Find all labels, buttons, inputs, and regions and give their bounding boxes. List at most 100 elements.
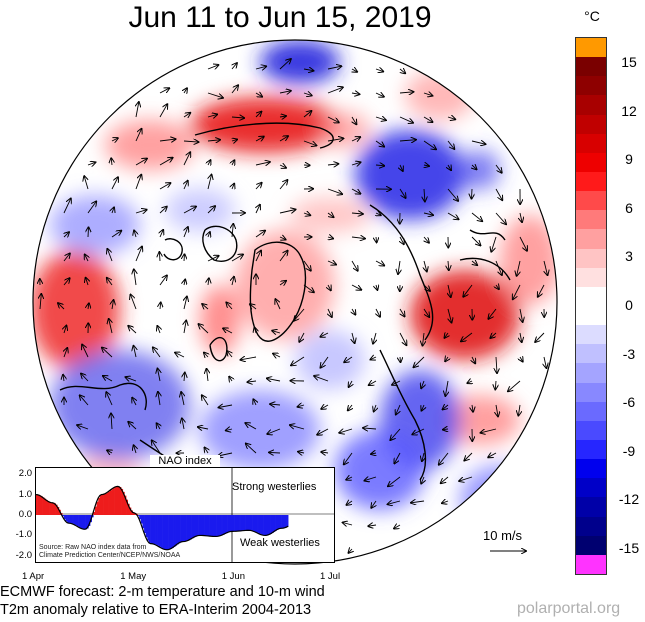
- wind-arrow: [508, 380, 521, 391]
- wind-arrow: [481, 428, 497, 433]
- wind-arrow: [134, 346, 137, 358]
- colorbar-segment: [576, 286, 606, 307]
- nao-bar: [198, 515, 201, 536]
- wind-arrow: [467, 381, 472, 383]
- nao-bar: [207, 515, 210, 536]
- wind-arrow: [445, 357, 448, 361]
- colorbar-tick-label: 15: [621, 54, 637, 70]
- nao-bar: [252, 515, 255, 531]
- wind-arrow: [204, 353, 208, 357]
- nao-bar: [270, 515, 273, 534]
- wind-arrow: [279, 116, 286, 117]
- nao-bar: [121, 488, 124, 515]
- nao-bar: [85, 515, 88, 530]
- nao-x-tick-label: 1 Jun: [221, 571, 245, 582]
- nao-bar: [239, 515, 241, 531]
- nao-strong-label: Strong westerlies: [232, 481, 317, 493]
- wind-arrow: [423, 213, 433, 215]
- nao-bar: [281, 515, 284, 529]
- nao-bar: [258, 515, 261, 534]
- wind-arrow: [107, 450, 112, 453]
- wind-arrow: [394, 525, 401, 529]
- wind-arrow: [495, 380, 496, 389]
- colorbar-tick-label: 0: [625, 297, 633, 313]
- colorbar-segment: [576, 95, 606, 116]
- wind-arrow: [128, 422, 137, 430]
- nao-bar: [214, 515, 217, 537]
- wind-arrow: [88, 227, 89, 238]
- nao-bar: [55, 504, 58, 515]
- wind-arrow: [448, 165, 451, 170]
- wind-arrow: [398, 260, 400, 274]
- nao-bar: [245, 515, 248, 531]
- nao-bar: [181, 515, 184, 542]
- wind-arrow: [375, 69, 383, 72]
- wind-arrow: [422, 452, 424, 461]
- wind-arrow: [255, 162, 270, 165]
- wind-arrow: [157, 326, 160, 334]
- wind-arrow: [375, 117, 386, 120]
- wind-arrow: [87, 162, 95, 165]
- nao-bar: [52, 502, 55, 515]
- nao-bar: [76, 515, 79, 527]
- wind-arrow: [423, 332, 425, 346]
- wind-arrow: [448, 308, 452, 323]
- wind-arrow: [375, 165, 384, 166]
- wind-arrow: [219, 405, 233, 408]
- nao-bar: [116, 486, 119, 515]
- wind-arrow: [423, 140, 436, 149]
- nao-bar: [130, 510, 133, 515]
- colorbar-segment: [576, 133, 606, 154]
- nao-bar: [65, 515, 68, 522]
- nao-bar: [86, 515, 89, 529]
- wind-arrow: [111, 414, 112, 430]
- wind-arrow: [126, 377, 137, 381]
- wind-arrow: [344, 356, 353, 362]
- nao-weak-label: Weak westerlies: [240, 537, 320, 549]
- wind-arrow: [351, 188, 360, 194]
- wind-arrow: [255, 328, 257, 334]
- wind-arrow: [63, 278, 70, 286]
- nao-y-tick-label: 0.0: [18, 509, 32, 520]
- colorbar-segment: [576, 554, 606, 575]
- wind-arrow: [352, 332, 355, 343]
- wind-arrow: [352, 116, 356, 124]
- wind-arrow: [207, 256, 219, 262]
- wind-arrow: [269, 452, 281, 453]
- credit-link[interactable]: polarportal.org: [517, 600, 621, 617]
- nao-bar: [49, 501, 52, 515]
- colorbar-segment: [576, 172, 606, 192]
- nao-bar: [260, 515, 263, 535]
- wind-arrow: [303, 93, 312, 96]
- nao-bar: [225, 515, 228, 534]
- nao-bar: [257, 515, 259, 533]
- wind-arrow: [422, 405, 425, 411]
- nao-bar: [81, 515, 84, 529]
- colorbar-unit: °C: [584, 8, 600, 24]
- nao-bar: [222, 515, 225, 535]
- nao-bar: [119, 487, 122, 515]
- nao-title: NAO index: [150, 455, 220, 467]
- wind-arrow: [371, 453, 376, 454]
- wind-arrow: [375, 261, 384, 266]
- colorbar-segment: [576, 382, 606, 403]
- wind-arrow: [412, 428, 425, 434]
- wind-arrow: [232, 224, 233, 238]
- wind-arrow: [448, 284, 451, 297]
- colorbar-segment: [576, 248, 606, 269]
- nao-bar: [234, 515, 237, 532]
- nao-bar: [101, 494, 104, 515]
- wind-arrow: [349, 549, 353, 553]
- nao-bar: [284, 515, 287, 528]
- nao-bar: [275, 515, 277, 531]
- wind-arrow: [207, 92, 223, 98]
- wind-arrow: [202, 395, 209, 406]
- wind-arrow: [447, 140, 454, 149]
- wind-arrow: [218, 453, 233, 456]
- wind-arrow: [183, 113, 190, 117]
- wind-arrow: [208, 175, 212, 190]
- nao-bar: [139, 515, 142, 520]
- scale-label: 10 m/s: [483, 528, 523, 543]
- wind-arrow: [351, 260, 358, 271]
- wind-arrow: [63, 199, 71, 214]
